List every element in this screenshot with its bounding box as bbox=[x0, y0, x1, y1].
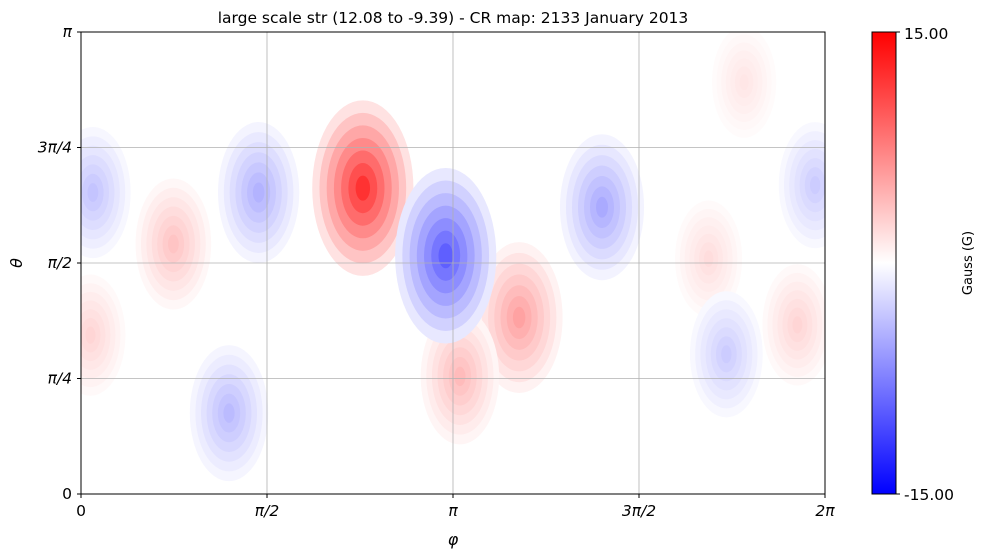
heatmap-band bbox=[512, 306, 526, 329]
x-axis-label: φ bbox=[448, 530, 459, 549]
x-tick-label: π/2 bbox=[255, 502, 279, 520]
heatmap-feature-negative bbox=[217, 122, 300, 264]
heatmap-feature-negative bbox=[559, 134, 645, 281]
heatmap-feature-positive bbox=[135, 178, 212, 310]
heatmap-feature-positive bbox=[312, 100, 414, 276]
heatmap-band bbox=[809, 176, 821, 195]
x-tick-label: 0 bbox=[76, 502, 86, 520]
heatmap-field bbox=[81, 32, 825, 482]
colorbar-bar bbox=[871, 31, 897, 495]
heatmap-band bbox=[454, 366, 466, 387]
heatmap-band bbox=[252, 182, 265, 203]
colorbar-max-label: 15.00 bbox=[904, 25, 948, 43]
gridlines bbox=[81, 32, 825, 494]
heatmap-feature-negative bbox=[81, 126, 131, 259]
plot-area bbox=[80, 31, 826, 495]
heatmap-feature-negative bbox=[395, 167, 497, 344]
heatmap-feature-positive bbox=[81, 274, 126, 396]
y-tick-label: 0 bbox=[62, 485, 72, 503]
colorbar-label: Gauss (G) bbox=[961, 231, 976, 295]
heatmap-band bbox=[721, 345, 732, 364]
y-tick-label: π bbox=[63, 23, 73, 41]
y-axis-label: θ bbox=[7, 258, 26, 268]
x-tick-label: π bbox=[448, 502, 458, 520]
colorbar: 15.00 -15.00 Gauss (G) bbox=[871, 25, 976, 504]
heatmap-band bbox=[223, 403, 235, 423]
heatmap-band bbox=[792, 316, 803, 334]
x-tick-label: 3π/2 bbox=[622, 502, 656, 520]
y-tick-label: π/4 bbox=[48, 370, 72, 388]
heatmap-band bbox=[703, 250, 714, 268]
heatmap-band bbox=[739, 74, 749, 91]
heatmap-band bbox=[438, 243, 453, 269]
colorbar-min-label: -15.00 bbox=[904, 486, 954, 504]
heatmap-feature-positive bbox=[675, 200, 743, 317]
y-axis-ticks: 0 π/4 π/2 3π/4 π bbox=[38, 23, 81, 503]
x-axis-ticks: 0 π/2 π 3π/2 2π bbox=[76, 494, 835, 520]
y-tick-label: 3π/4 bbox=[38, 139, 72, 157]
heatmap-feature-positive bbox=[712, 32, 777, 138]
x-tick-label: 2π bbox=[815, 502, 835, 520]
heatmap-feature-negative bbox=[189, 345, 269, 482]
heatmap-band bbox=[355, 175, 371, 201]
heatmap-band bbox=[596, 196, 609, 218]
heatmap-band bbox=[87, 183, 99, 202]
heatmap-band bbox=[85, 326, 96, 344]
heatmap-feature-negative bbox=[778, 122, 825, 249]
heatmap-feature-positive bbox=[762, 264, 825, 386]
chart-title: large scale str (12.08 to -9.39) - CR ma… bbox=[218, 9, 689, 27]
heatmap-feature-negative bbox=[689, 291, 763, 418]
heatmap-band bbox=[167, 234, 179, 254]
y-tick-label: π/2 bbox=[48, 254, 72, 272]
heatmap-feature-positive bbox=[475, 242, 563, 393]
